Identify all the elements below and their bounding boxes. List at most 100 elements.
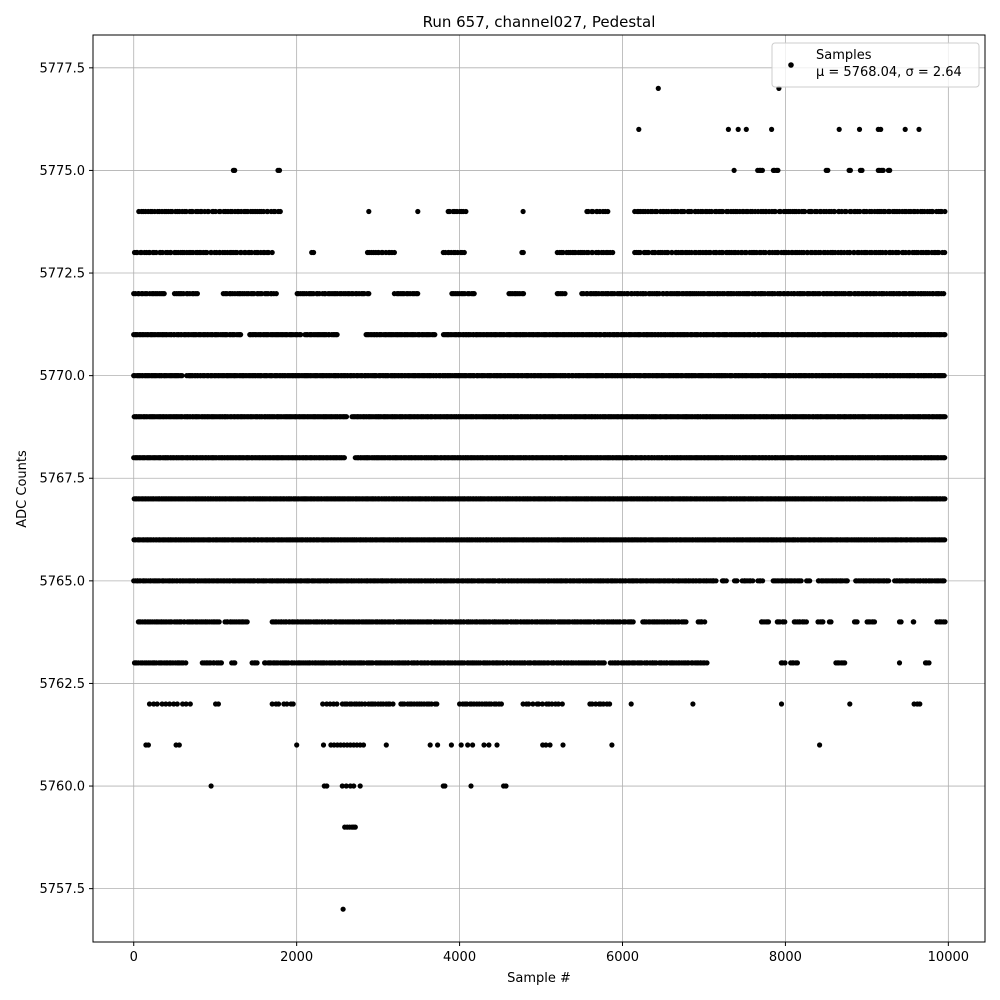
data-point — [609, 742, 615, 748]
data-point — [526, 701, 532, 707]
data-point — [636, 126, 642, 132]
data-point — [179, 373, 185, 379]
data-point — [782, 660, 788, 666]
data-point — [183, 660, 189, 666]
data-point — [232, 660, 238, 666]
data-point — [917, 701, 923, 707]
data-point — [713, 578, 719, 584]
data-point — [215, 701, 221, 707]
data-point — [555, 701, 562, 707]
data-point — [702, 619, 708, 625]
data-point — [343, 783, 349, 789]
data-point — [324, 783, 330, 789]
data-point — [171, 701, 177, 707]
data-point — [798, 578, 804, 584]
data-point — [254, 660, 260, 666]
data-point — [690, 701, 696, 707]
data-point — [926, 660, 932, 666]
data-point — [549, 701, 555, 707]
data-point — [886, 578, 892, 584]
data-point — [803, 619, 810, 625]
data-point — [589, 701, 595, 707]
data-point — [208, 783, 214, 789]
data-point — [683, 619, 689, 625]
data-point — [842, 660, 848, 666]
data-point — [750, 578, 756, 584]
data-point — [339, 783, 345, 789]
data-point — [503, 783, 509, 789]
data-point — [352, 824, 358, 830]
data-point — [723, 578, 729, 584]
data-point — [269, 701, 275, 707]
data-point — [782, 619, 788, 625]
data-point — [942, 455, 948, 461]
data-point — [902, 126, 908, 132]
data-point — [725, 126, 732, 132]
data-point — [434, 701, 440, 707]
data-point — [360, 742, 367, 748]
data-point — [176, 742, 182, 748]
data-point — [435, 742, 441, 748]
data-point — [468, 783, 474, 789]
data-point — [794, 660, 801, 666]
data-point — [320, 742, 327, 748]
data-point — [218, 660, 224, 666]
data-point — [807, 578, 813, 584]
data-point — [427, 742, 433, 748]
data-point — [145, 742, 151, 748]
data-point — [896, 660, 903, 666]
data-point — [942, 537, 948, 543]
data-point — [778, 701, 785, 707]
data-point — [536, 701, 542, 707]
data-point — [765, 619, 772, 625]
data-point — [878, 126, 884, 132]
data-point — [428, 701, 435, 707]
data-point — [820, 619, 826, 625]
data-point — [735, 126, 741, 132]
data-point — [704, 660, 710, 666]
data-point — [498, 701, 504, 707]
data-point — [390, 701, 396, 707]
data-point — [941, 373, 947, 379]
data-point — [916, 126, 922, 132]
data-point — [911, 619, 917, 625]
data-point — [854, 619, 860, 625]
data-point — [486, 742, 492, 748]
data-point — [290, 701, 296, 707]
data-point — [351, 783, 357, 789]
data-point — [343, 414, 350, 420]
data-point — [341, 455, 347, 461]
data-point — [628, 701, 634, 707]
data-point — [442, 783, 448, 789]
data-point — [655, 85, 661, 91]
data-point — [828, 619, 834, 625]
data-point — [539, 701, 546, 707]
data-point — [320, 701, 326, 707]
data-point — [470, 742, 476, 748]
data-point — [216, 619, 222, 625]
data-point — [340, 906, 346, 912]
data-point — [847, 701, 853, 707]
data-point — [898, 619, 904, 625]
data-point — [560, 742, 566, 748]
data-point — [942, 619, 948, 625]
data-point — [607, 701, 613, 707]
data-point — [836, 126, 842, 132]
data-point — [334, 701, 340, 707]
data-points — [131, 85, 948, 912]
data-point — [357, 783, 363, 789]
data-point — [163, 701, 169, 707]
data-point — [448, 742, 454, 748]
data-point — [244, 619, 250, 625]
data-point — [362, 701, 368, 707]
data-point — [856, 126, 863, 132]
data-point — [543, 742, 549, 748]
data-point — [601, 660, 607, 666]
data-point — [871, 619, 878, 625]
data-point — [769, 126, 775, 132]
data-point — [630, 619, 636, 625]
data-point — [159, 701, 165, 707]
data-point — [458, 742, 464, 748]
data-point — [276, 701, 282, 707]
data-point — [494, 742, 500, 748]
